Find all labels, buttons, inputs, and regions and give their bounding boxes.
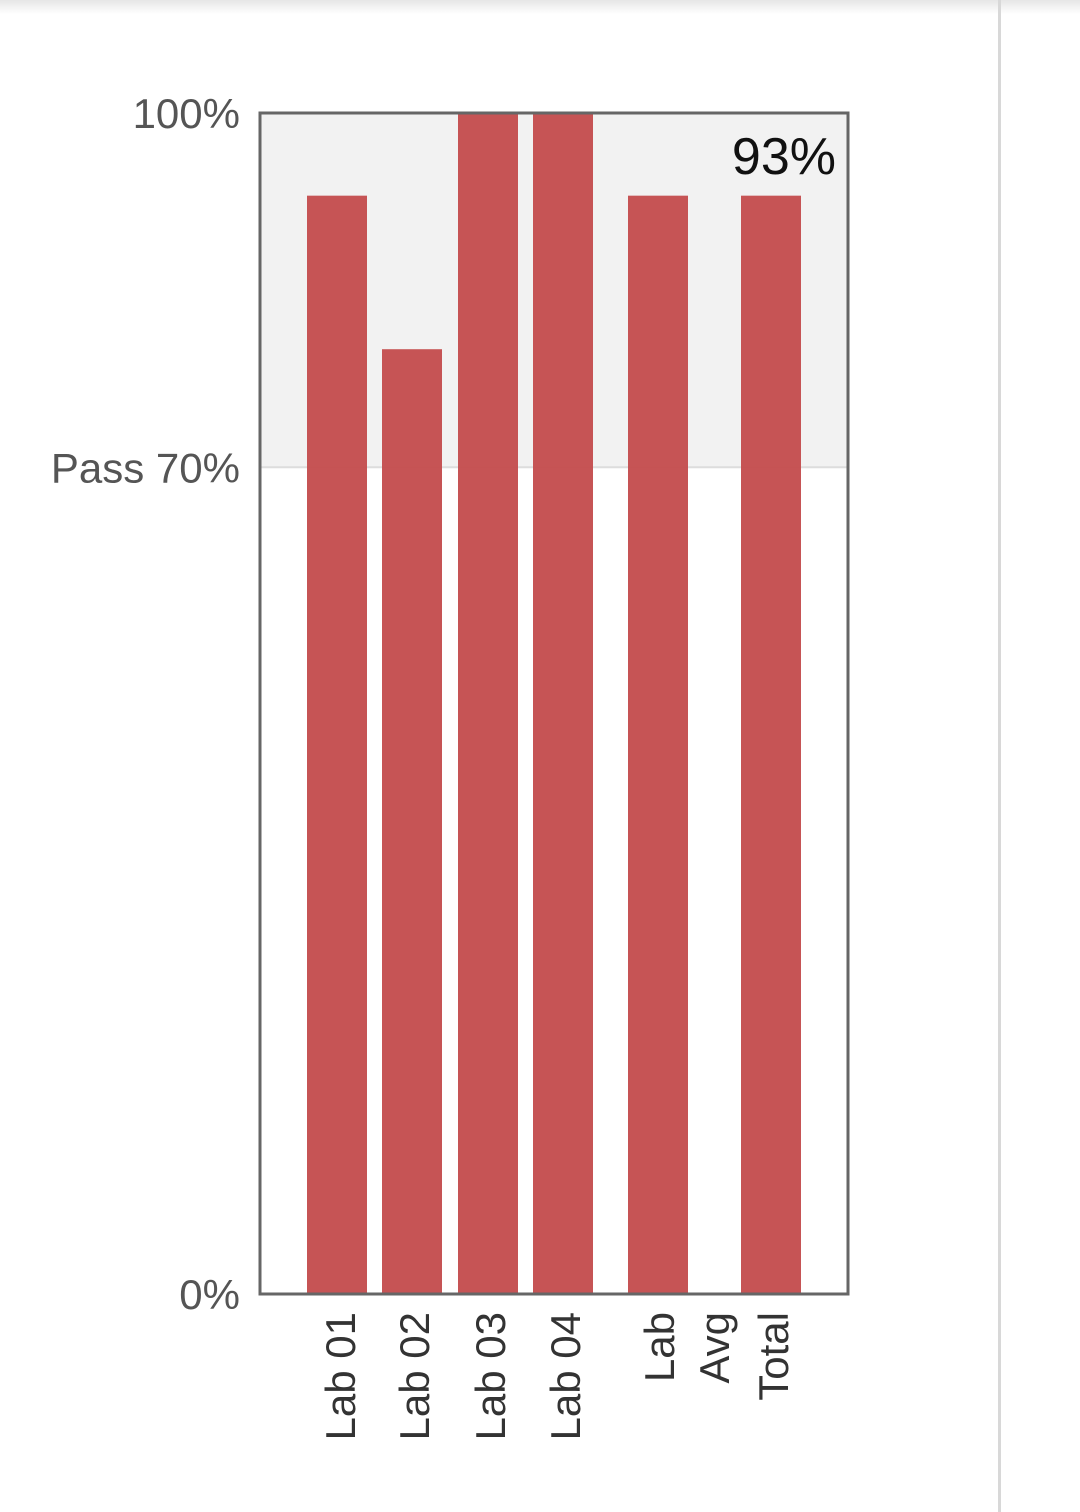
- bar-lab-04: [533, 113, 593, 1294]
- plot-frame: [258, 111, 850, 1296]
- x-label-lab-avg: Lab: [636, 1312, 683, 1382]
- bars-group: [307, 113, 801, 1294]
- x-category-labels: Lab 01 Lab 02 Lab 03 Lab 04 Lab Avg Total: [317, 1312, 797, 1440]
- bar-lab-03: [458, 113, 518, 1294]
- x-label-total: Total: [750, 1312, 797, 1401]
- x-label-lab-04: Lab 04: [542, 1312, 589, 1440]
- bar-total: [741, 195, 801, 1294]
- bar-lab-avg: [628, 195, 688, 1294]
- y-tick-label: 0%: [179, 1271, 240, 1318]
- top-shadow: [0, 0, 1080, 14]
- y-tick-label: Pass 70%: [51, 444, 240, 491]
- x-label-lab-02: Lab 02: [391, 1312, 438, 1440]
- x-label-lab-03: Lab 03: [467, 1312, 514, 1440]
- y-tick-label: 100%: [133, 90, 240, 137]
- right-divider: [998, 0, 1001, 1512]
- y-tick-labels: 100% Pass 70% 0%: [51, 90, 240, 1318]
- x-label-lab-01: Lab 01: [317, 1312, 364, 1440]
- bar-lab-01: [307, 195, 367, 1294]
- x-label-lab-avg: Avg: [691, 1312, 738, 1384]
- bar-lab-02: [382, 349, 442, 1294]
- total-value-label: 93%: [732, 128, 836, 186]
